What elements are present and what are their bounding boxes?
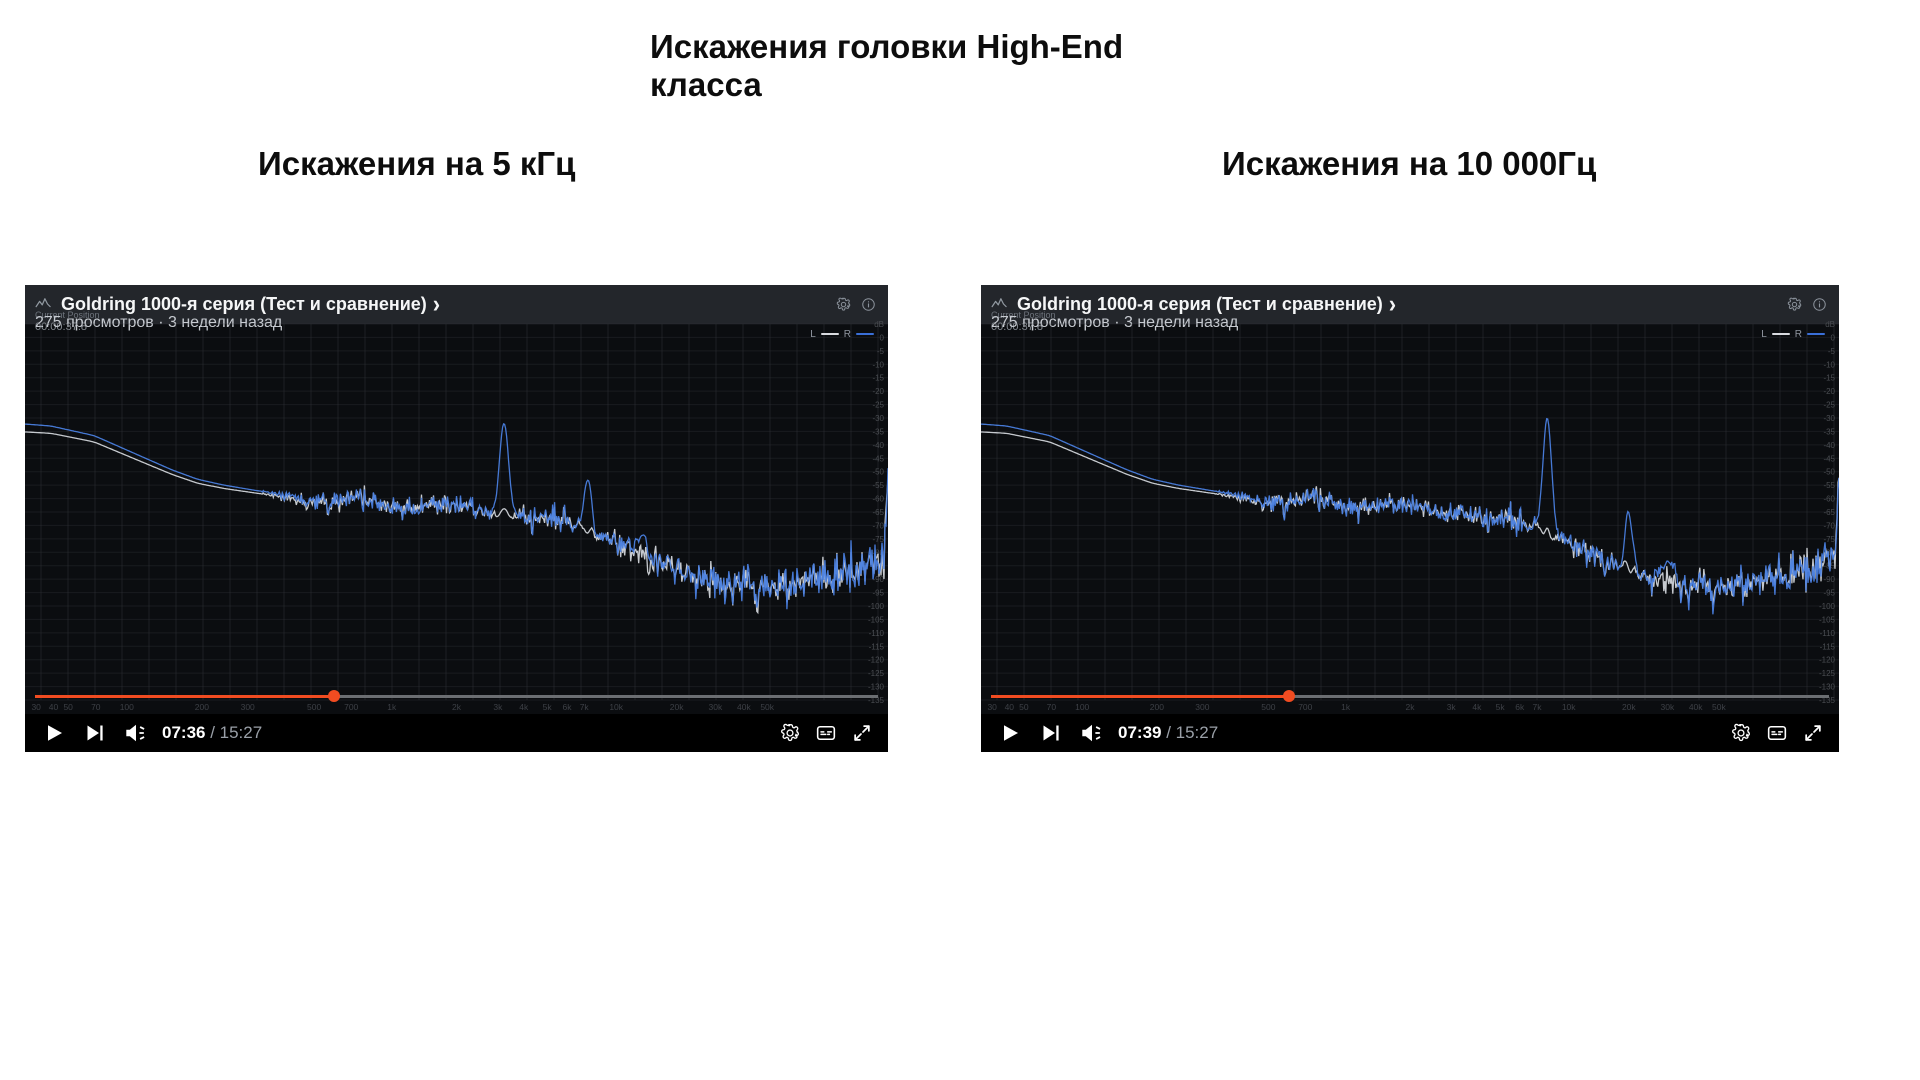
svg-text:-110: -110 — [1820, 628, 1836, 637]
svg-text:-10: -10 — [1823, 360, 1835, 369]
svg-text:dB: dB — [1825, 320, 1835, 329]
svg-text:700: 700 — [344, 702, 358, 712]
svg-text:5k: 5k — [543, 702, 553, 712]
svg-text:-20: -20 — [872, 387, 884, 396]
svg-text:-100: -100 — [1819, 602, 1836, 611]
svg-text:2k: 2k — [1406, 702, 1416, 712]
svg-text:50k: 50k — [760, 702, 774, 712]
svg-text:-15: -15 — [872, 373, 884, 382]
svg-text:-130: -130 — [1819, 682, 1836, 691]
svg-text:3k: 3k — [493, 702, 503, 712]
svg-text:4k: 4k — [519, 702, 529, 712]
svg-text:40: 40 — [49, 702, 59, 712]
svg-text:-35: -35 — [872, 427, 884, 436]
svg-text:4k: 4k — [1472, 702, 1482, 712]
svg-text:40: 40 — [1005, 702, 1015, 712]
svg-text:-125: -125 — [868, 669, 885, 678]
svg-text:7k: 7k — [1533, 702, 1543, 712]
svg-text:-35: -35 — [1823, 427, 1835, 436]
svg-text:1k: 1k — [387, 702, 397, 712]
svg-text:-50: -50 — [1823, 467, 1835, 476]
svg-text:6k: 6k — [563, 702, 573, 712]
svg-text:-105: -105 — [1819, 615, 1836, 624]
svg-text:3k: 3k — [1447, 702, 1457, 712]
svg-text:-10: -10 — [872, 360, 884, 369]
svg-text:-95: -95 — [1823, 588, 1835, 597]
svg-text:-20: -20 — [1823, 387, 1835, 396]
svg-text:70: 70 — [91, 702, 101, 712]
svg-text:-100: -100 — [868, 602, 885, 611]
svg-text:dB: dB — [874, 320, 884, 329]
svg-text:-65: -65 — [872, 508, 884, 517]
svg-text:-25: -25 — [872, 400, 884, 409]
svg-text:-45: -45 — [1823, 454, 1835, 463]
svg-text:-30: -30 — [872, 414, 884, 423]
svg-text:-60: -60 — [872, 494, 884, 503]
svg-text:50: 50 — [63, 702, 73, 712]
svg-text:10k: 10k — [1562, 702, 1576, 712]
svg-text:-55: -55 — [872, 481, 884, 490]
svg-text:200: 200 — [1150, 702, 1164, 712]
svg-text:300: 300 — [1195, 702, 1209, 712]
svg-text:-5: -5 — [877, 346, 885, 355]
svg-text:50: 50 — [1019, 702, 1029, 712]
svg-text:-5: -5 — [1828, 346, 1836, 355]
svg-text:-110: -110 — [869, 628, 885, 637]
svg-text:30: 30 — [31, 702, 41, 712]
svg-text:100: 100 — [120, 702, 134, 712]
svg-text:70: 70 — [1047, 702, 1057, 712]
svg-text:1k: 1k — [1341, 702, 1351, 712]
svg-text:-95: -95 — [872, 588, 884, 597]
svg-text:10k: 10k — [609, 702, 623, 712]
svg-text:-60: -60 — [1823, 494, 1835, 503]
svg-text:100: 100 — [1075, 702, 1089, 712]
svg-text:30k: 30k — [709, 702, 723, 712]
svg-text:50k: 50k — [1712, 702, 1726, 712]
svg-text:-55: -55 — [1823, 481, 1835, 490]
svg-text:-40: -40 — [1823, 440, 1835, 449]
svg-text:-120: -120 — [868, 655, 885, 664]
svg-text:-50: -50 — [872, 467, 884, 476]
svg-text:5k: 5k — [1496, 702, 1506, 712]
svg-text:40k: 40k — [1689, 702, 1703, 712]
svg-text:-115: -115 — [1820, 642, 1836, 651]
svg-text:30k: 30k — [1661, 702, 1675, 712]
svg-text:2k: 2k — [452, 702, 462, 712]
svg-text:200: 200 — [195, 702, 209, 712]
svg-text:0: 0 — [1831, 333, 1836, 342]
svg-text:-70: -70 — [1823, 521, 1835, 530]
svg-text:700: 700 — [1298, 702, 1312, 712]
svg-text:20k: 20k — [670, 702, 684, 712]
svg-text:-90: -90 — [1823, 575, 1835, 584]
svg-text:500: 500 — [307, 702, 321, 712]
svg-text:-130: -130 — [868, 682, 885, 691]
svg-text:-70: -70 — [872, 521, 884, 530]
svg-text:500: 500 — [1261, 702, 1275, 712]
svg-text:-105: -105 — [868, 615, 885, 624]
svg-text:30: 30 — [987, 702, 997, 712]
svg-text:-125: -125 — [1819, 669, 1836, 678]
svg-text:0: 0 — [880, 333, 885, 342]
svg-text:20k: 20k — [1622, 702, 1636, 712]
svg-text:7k: 7k — [580, 702, 590, 712]
svg-text:-115: -115 — [869, 642, 885, 651]
svg-text:300: 300 — [241, 702, 255, 712]
svg-text:-25: -25 — [1823, 400, 1835, 409]
svg-text:-65: -65 — [1823, 508, 1835, 517]
svg-text:-120: -120 — [1819, 655, 1836, 664]
svg-text:-40: -40 — [872, 440, 884, 449]
svg-text:-45: -45 — [872, 454, 884, 463]
svg-text:-75: -75 — [872, 534, 884, 543]
svg-text:40k: 40k — [737, 702, 751, 712]
svg-text:-30: -30 — [1823, 414, 1835, 423]
svg-text:6k: 6k — [1515, 702, 1525, 712]
svg-text:-15: -15 — [1823, 373, 1835, 382]
